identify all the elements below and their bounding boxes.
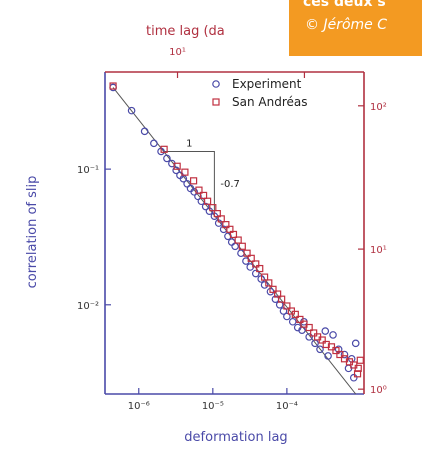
san-andreas-point-16 — [243, 249, 251, 257]
experiment-point-12 — [190, 188, 198, 196]
experiment-point-1 — [127, 106, 136, 115]
san-andreas-point-14 — [234, 236, 242, 244]
experiment-point-41 — [321, 327, 330, 335]
san-andreas-point-8 — [209, 204, 217, 212]
san-andreas-point-22 — [269, 285, 277, 293]
san-andreas-point-18 — [252, 260, 260, 268]
san-andreas-point-23 — [274, 290, 282, 298]
right-tick-label-2: 10⁰ — [370, 385, 387, 396]
slope-rise-label: -0.7 — [220, 179, 240, 190]
san-andreas-series — [109, 82, 364, 378]
san-andreas-point-3 — [181, 168, 189, 176]
legend-marker-san-andreas — [212, 98, 220, 106]
san-andreas-point-43 — [353, 370, 362, 378]
legend-label-san-andreas: San Andréas — [232, 95, 307, 109]
experiment-point-5 — [163, 154, 171, 163]
san-andreas-point-10 — [217, 215, 225, 223]
san-andreas-point-34 — [322, 340, 330, 349]
san-andreas-point-17 — [247, 254, 255, 262]
plot-frame — [104, 71, 365, 395]
san-andreas-point-20 — [260, 273, 269, 281]
experiment-point-2 — [140, 127, 149, 136]
experiment-point-20 — [224, 232, 232, 241]
san-andreas-point-35 — [327, 343, 336, 351]
y-tick-label-0: 10⁻¹ — [77, 165, 99, 176]
san-andreas-point-15 — [238, 242, 246, 250]
san-andreas-point-33 — [318, 336, 326, 344]
legend: Experiment San Andréas — [212, 77, 307, 109]
experiment-point-21 — [227, 238, 236, 246]
y-axis-ticks: 10⁻¹ 10⁻² — [77, 165, 111, 312]
san-andreas-point-4 — [189, 177, 198, 185]
san-andreas-point-30 — [305, 323, 313, 332]
san-andreas-point-37 — [336, 350, 344, 359]
legend-marker-experiment — [212, 80, 220, 88]
san-andreas-point-42 — [356, 356, 364, 364]
experiment-point-42 — [324, 352, 332, 360]
experiment-point-38 — [305, 333, 313, 341]
san-andreas-point-0 — [109, 82, 117, 90]
san-andreas-point-2 — [173, 162, 181, 170]
x-axis-ticks: 10⁻⁶ 10⁻⁵ 10⁻⁴ — [128, 388, 298, 412]
experiment-point-7 — [172, 166, 180, 175]
right-tick-label-1: 10¹ — [370, 245, 387, 256]
experiment-point-3 — [150, 139, 158, 148]
experiment-point-23 — [237, 249, 245, 258]
experiment-point-15 — [201, 202, 210, 211]
experiment-point-49 — [351, 339, 360, 348]
san-andreas-point-21 — [265, 279, 273, 287]
san-andreas-point-5 — [195, 186, 203, 194]
san-andreas-point-13 — [229, 230, 238, 239]
san-andreas-point-11 — [222, 221, 230, 229]
right-axis-ticks: 10² 10¹ 10⁰ — [358, 102, 387, 396]
x-tick-label-2: 10⁻⁴ — [276, 401, 298, 412]
san-andreas-point-19 — [256, 264, 264, 273]
experiment-point-33 — [283, 312, 291, 321]
experiment-point-28 — [260, 281, 269, 289]
san-andreas-point-24 — [278, 295, 286, 303]
experiment-point-48 — [349, 373, 358, 382]
san-andreas-point-1 — [160, 145, 168, 153]
caption-line-2: © Jérôme C — [305, 17, 387, 33]
x-tick-label-1: 10⁻⁵ — [202, 401, 224, 412]
slope-triangle: 1 -0.7 — [164, 138, 240, 213]
san-andreas-point-28 — [296, 315, 304, 324]
top-axis-title: time lag (da — [146, 24, 225, 39]
right-tick-label-0: 10² — [370, 102, 387, 113]
slope-run-label: 1 — [186, 138, 192, 149]
san-andreas-point-7 — [203, 197, 212, 205]
caption-line-1: ces deux s — [303, 0, 386, 10]
san-andreas-point-31 — [310, 329, 318, 337]
san-andreas-point-6 — [199, 191, 208, 200]
experiment-point-34 — [288, 317, 297, 326]
top-tick-label-0: 10¹ — [169, 47, 186, 58]
experiment-point-45 — [340, 350, 349, 359]
y-axis-title: correlation of slip — [25, 176, 40, 289]
san-andreas-point-9 — [213, 210, 221, 218]
san-andreas-point-36 — [332, 346, 340, 355]
x-axis-title: deformation lag — [184, 430, 287, 445]
san-andreas-point-27 — [291, 310, 299, 318]
san-andreas-point-25 — [283, 302, 291, 310]
caption-overlay: ces deux s © Jérôme C — [289, 0, 422, 56]
experiment-point-43 — [329, 331, 337, 339]
experiment-point-40 — [316, 345, 324, 354]
x-tick-label-0: 10⁻⁶ — [128, 401, 150, 412]
experiment-point-22 — [231, 242, 239, 251]
slope-triangle-path — [164, 150, 215, 213]
legend-label-experiment: Experiment — [232, 77, 302, 91]
experiment-point-26 — [251, 269, 260, 278]
y-tick-label-1: 10⁻² — [77, 301, 99, 312]
